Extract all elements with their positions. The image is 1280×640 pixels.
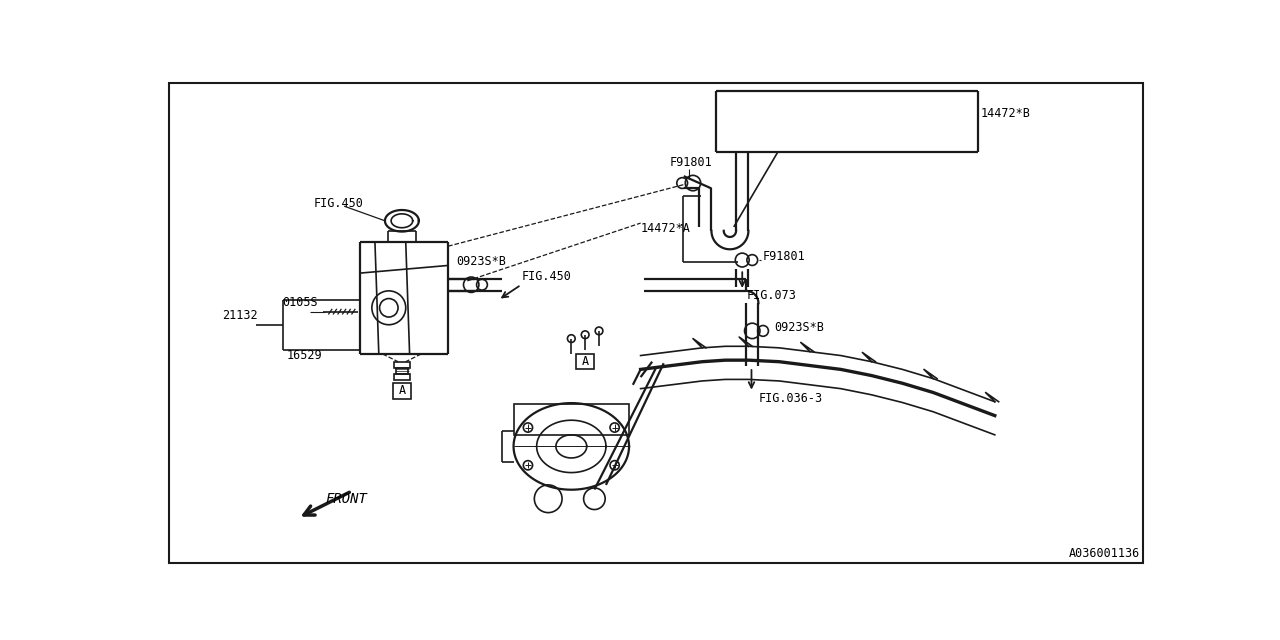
Text: F91801: F91801	[763, 250, 805, 264]
Bar	[394, 362, 410, 368]
Text: F91801: F91801	[669, 156, 713, 169]
Text: FIG.073: FIG.073	[746, 289, 796, 302]
Text: 0923S*B: 0923S*B	[456, 255, 506, 268]
Text: 14472*A: 14472*A	[640, 221, 690, 234]
Text: A036001136: A036001136	[1069, 547, 1139, 561]
Text: FIG.450: FIG.450	[521, 270, 571, 283]
Bar	[513, 404, 628, 435]
Text: 0923S*B: 0923S*B	[774, 321, 824, 334]
Bar	[393, 383, 411, 399]
Text: FIG.036-3: FIG.036-3	[759, 392, 823, 406]
Text: A: A	[398, 385, 406, 397]
Text: FIG.450: FIG.450	[314, 197, 364, 211]
Text: 14472*B: 14472*B	[980, 108, 1030, 120]
Text: 16529: 16529	[287, 349, 323, 362]
Bar	[576, 354, 594, 369]
Text: A: A	[581, 355, 589, 368]
Text: 0105S: 0105S	[283, 296, 319, 308]
Text: 21132: 21132	[223, 308, 259, 322]
Text: FRONT: FRONT	[325, 492, 367, 506]
Bar	[396, 368, 408, 374]
Bar	[394, 374, 410, 380]
